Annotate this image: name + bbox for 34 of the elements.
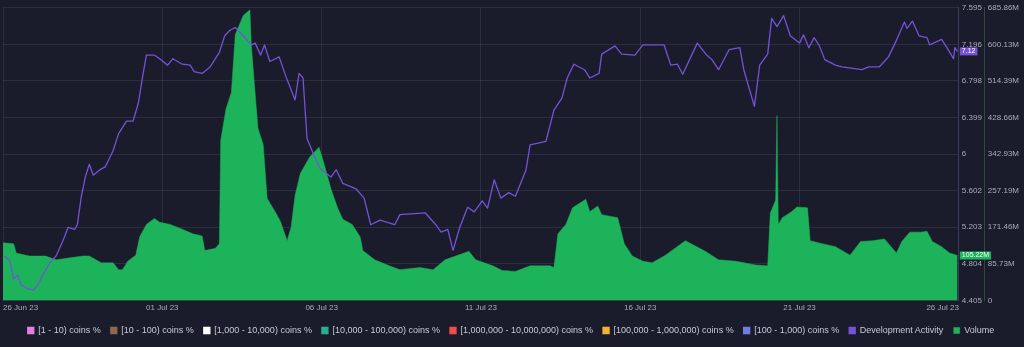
y2-tick-label: 428.66M bbox=[987, 112, 1020, 122]
y-tick-label: 6.399 bbox=[961, 112, 983, 122]
y-tick-label: 7.595 bbox=[961, 3, 983, 12]
legend-label: Development Activity bbox=[859, 324, 944, 335]
y-tick-label: 5.203 bbox=[961, 222, 983, 232]
x-tick-label: 01 Jul 23 bbox=[146, 303, 180, 313]
x-tick-label: 16 Jul 23 bbox=[624, 303, 658, 313]
y2-tick-label: 600.13M bbox=[987, 39, 1020, 49]
x-tick-label: 21 Jul 23 bbox=[783, 303, 817, 313]
x-tick-label: 26 Jun 23 bbox=[3, 303, 39, 313]
x-tick-label: 26 Jul 23 bbox=[926, 303, 960, 313]
legend-label: [10,000 - 100,000) coins % bbox=[332, 324, 440, 335]
legend-label: Volume bbox=[964, 324, 995, 335]
legend-label: [1 - 10) coins % bbox=[38, 324, 101, 335]
y-tick-label: 4.405 bbox=[961, 295, 983, 305]
x-tick-label: 11 Jul 23 bbox=[464, 303, 498, 313]
legend-label: [100,000 - 1,000,000) coins % bbox=[613, 324, 734, 335]
y2-tick-label: 0 bbox=[987, 295, 993, 305]
y2-tick-label: 171.46M bbox=[987, 222, 1020, 232]
legend-label: [1,000 - 10,000) coins % bbox=[214, 324, 312, 335]
y-tick-label: 5.602 bbox=[961, 185, 983, 195]
y-tick-label: 6 bbox=[961, 149, 967, 159]
y-tick-label: 7.196 bbox=[961, 39, 983, 49]
legend-label: [10 - 100) coins % bbox=[121, 324, 194, 335]
y-tick-label: 6.798 bbox=[961, 76, 983, 86]
y2-tick-label: 85.73M bbox=[987, 259, 1015, 269]
x-tick-label: 06 Jul 23 bbox=[305, 303, 339, 313]
y2-tick-label: 342.93M bbox=[987, 149, 1020, 159]
legend-label: [100 - 1,000) coins % bbox=[754, 324, 840, 335]
y-tick-label: 4.804 bbox=[961, 259, 983, 269]
legend-label: [1,000,000 - 10,000,000) coins % bbox=[460, 324, 594, 335]
y2-tick-label: 257.19M bbox=[987, 185, 1020, 195]
y2-tick-label: 514.39M bbox=[987, 76, 1020, 86]
y2-tick-label: 685.86M bbox=[987, 3, 1020, 12]
